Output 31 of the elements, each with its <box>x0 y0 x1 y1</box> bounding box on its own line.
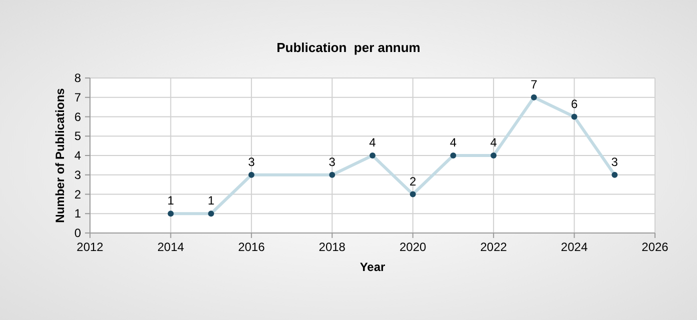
y-tick-label: 5 <box>74 129 82 144</box>
y-tick-label: 8 <box>74 71 82 85</box>
x-tick-label: 2016 <box>238 240 266 254</box>
data-label: 1 <box>167 194 174 208</box>
data-label: 1 <box>208 194 215 208</box>
data-label: 3 <box>248 154 256 169</box>
data-label: 4 <box>369 136 376 150</box>
x-tick-label: 2026 <box>642 240 669 254</box>
data-label: 6 <box>570 96 578 111</box>
x-tick-label: 2014 <box>157 240 184 254</box>
data-label: 2 <box>410 174 417 188</box>
data-label: 3 <box>611 154 618 169</box>
y-tick-label: 2 <box>74 187 82 202</box>
data-label: 3 <box>328 154 336 169</box>
data-label: 4 <box>490 136 498 150</box>
y-tick-label: 0 <box>74 226 82 240</box>
x-axis-title: Year <box>360 260 386 274</box>
x-tick-label: 2020 <box>400 240 427 254</box>
x-tick-label: 2012 <box>76 240 104 254</box>
x-tick-label: 2022 <box>480 240 508 254</box>
y-axis-title: Number of Publications <box>53 88 67 223</box>
y-tick-label: 1 <box>74 206 82 221</box>
data-label: 4 <box>450 136 457 150</box>
y-tick-label: 4 <box>74 148 82 162</box>
y-tick-label: 6 <box>74 110 82 124</box>
chart-title: Publication per annum <box>276 40 420 55</box>
data-label: 7 <box>530 77 538 92</box>
y-tick-label: 3 <box>74 168 82 182</box>
y-tick-label: 7 <box>74 90 82 104</box>
x-tick-label: 2018 <box>318 240 346 254</box>
x-tick-label: 2024 <box>560 240 588 254</box>
